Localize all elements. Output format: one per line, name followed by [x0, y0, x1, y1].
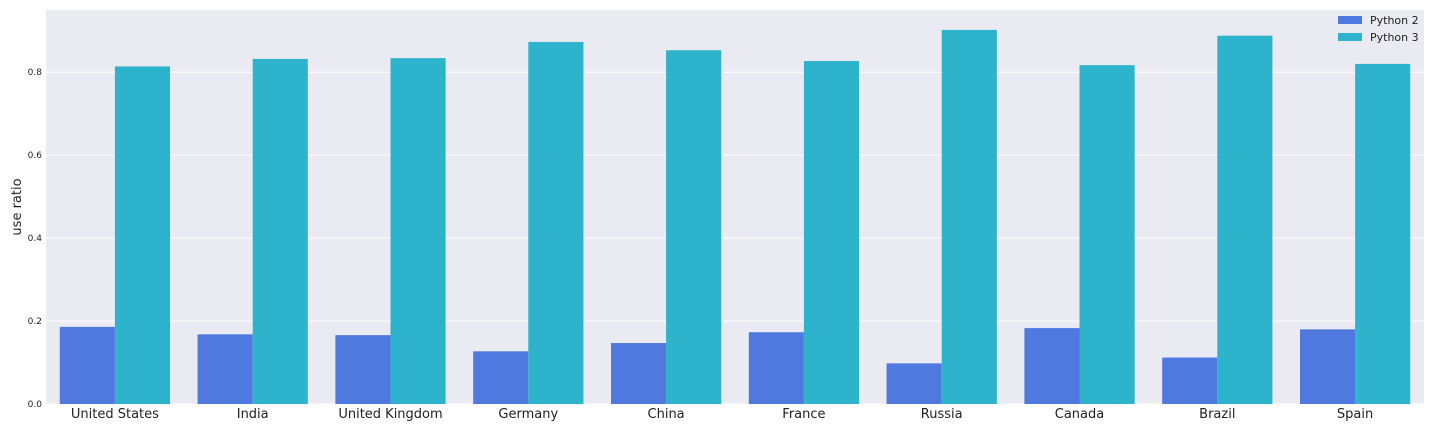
bar-python-2 — [610, 343, 667, 404]
bar-python-3 — [666, 50, 722, 405]
x-tick-label: Germany — [498, 407, 558, 422]
x-tick-label: India — [237, 407, 269, 422]
y-tick-label: 0.6 — [28, 151, 43, 161]
x-axis-ticks: United States India United Kingdom Germany C… — [71, 407, 1373, 422]
y-tick-label: 0.2 — [28, 317, 42, 327]
x-tick-label: Russia — [921, 407, 963, 422]
bar-python-3 — [528, 41, 584, 404]
bar-python-3 — [803, 61, 860, 404]
bar-python-2 — [1162, 357, 1218, 404]
y-tick-label: 0.8 — [28, 68, 43, 78]
x-tick-label: Brazil — [1199, 407, 1235, 422]
legend-label: Python 2 — [1370, 14, 1419, 27]
legend-label: Python 3 — [1370, 31, 1419, 44]
y-axis-label: use ratio — [10, 178, 25, 235]
y-tick-label: 0.0 — [28, 400, 43, 410]
bar-python-3 — [941, 29, 997, 404]
x-tick-label: United States — [71, 407, 159, 422]
bar-python-2 — [59, 326, 115, 404]
bars — [59, 29, 1411, 405]
bar-python-3 — [1355, 63, 1411, 404]
bar-python-2 — [748, 332, 804, 404]
legend: Python 2 Python 3 — [1338, 14, 1419, 44]
x-tick-label: Spain — [1337, 407, 1373, 422]
bar-python-2 — [1299, 329, 1356, 404]
y-tick-label: 0.4 — [28, 234, 43, 244]
y-axis-ticks: 0.0 0.2 0.4 0.6 0.8 — [28, 68, 43, 410]
bar-python-3 — [1217, 35, 1273, 404]
bar-python-3 — [1079, 65, 1135, 404]
x-tick-label: China — [648, 407, 685, 422]
bar-python-3 — [252, 58, 308, 405]
bar-python-2 — [335, 335, 391, 404]
legend-swatch — [1338, 16, 1362, 24]
bar-python-2 — [1024, 328, 1080, 404]
bar-python-3 — [114, 66, 171, 405]
bar-python-3 — [390, 58, 446, 405]
bar-python-2 — [197, 334, 253, 404]
x-tick-label: Canada — [1055, 407, 1104, 422]
bar-python-2 — [886, 363, 942, 404]
x-tick-label: United Kingdom — [338, 407, 442, 422]
x-tick-label: France — [782, 407, 825, 422]
legend-swatch — [1338, 33, 1362, 41]
bar-python-2 — [473, 351, 529, 404]
